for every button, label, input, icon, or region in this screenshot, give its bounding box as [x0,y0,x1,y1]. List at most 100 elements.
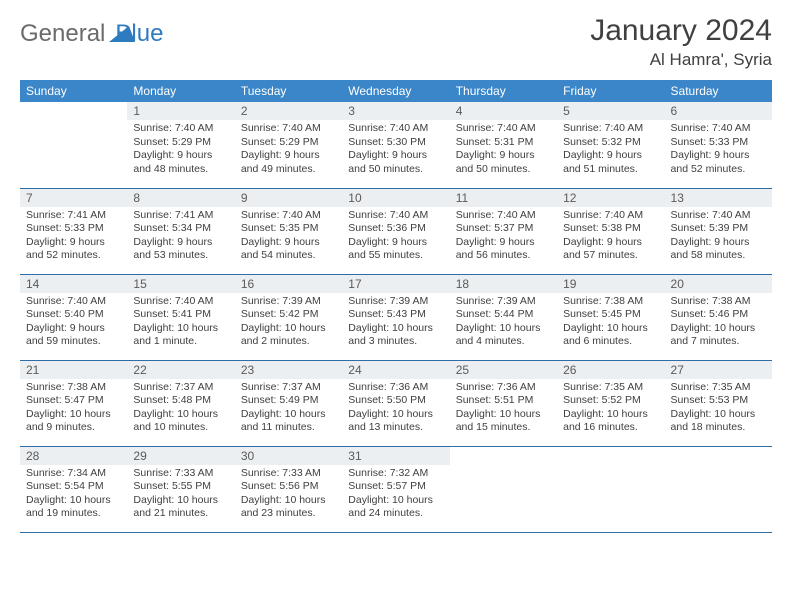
calendar-cell: 7Sunrise: 7:41 AMSunset: 5:33 PMDaylight… [20,188,127,274]
daylight-text: Daylight: 9 hours and 48 minutes. [133,149,228,176]
day-info: Sunrise: 7:38 AMSunset: 5:46 PMDaylight:… [665,293,772,354]
day-info: Sunrise: 7:39 AMSunset: 5:44 PMDaylight:… [450,293,557,354]
page-title: January 2024 [590,14,772,48]
day-info: Sunrise: 7:41 AMSunset: 5:34 PMDaylight:… [127,207,234,268]
day-number [450,447,557,451]
day-info: Sunrise: 7:41 AMSunset: 5:33 PMDaylight:… [20,207,127,268]
day-info: Sunrise: 7:36 AMSunset: 5:50 PMDaylight:… [342,379,449,440]
day-number: 26 [557,361,664,379]
day-number: 14 [20,275,127,293]
daylight-text: Daylight: 9 hours and 58 minutes. [671,236,766,263]
day-number: 4 [450,102,557,120]
sunset-text: Sunset: 5:32 PM [563,136,658,150]
calendar-cell: 15Sunrise: 7:40 AMSunset: 5:41 PMDayligh… [127,274,234,360]
calendar-cell: 2Sunrise: 7:40 AMSunset: 5:29 PMDaylight… [235,102,342,188]
daylight-text: Daylight: 9 hours and 52 minutes. [671,149,766,176]
day-info: Sunrise: 7:40 AMSunset: 5:32 PMDaylight:… [557,120,664,181]
sunset-text: Sunset: 5:39 PM [671,222,766,236]
daylight-text: Daylight: 10 hours and 18 minutes. [671,408,766,435]
sunset-text: Sunset: 5:45 PM [563,308,658,322]
sunrise-text: Sunrise: 7:38 AM [563,295,658,309]
calendar-cell [665,446,772,532]
calendar-cell: 20Sunrise: 7:38 AMSunset: 5:46 PMDayligh… [665,274,772,360]
day-number: 7 [20,189,127,207]
weekday-header: Wednesday [342,80,449,102]
weekday-header: Sunday [20,80,127,102]
daylight-text: Daylight: 9 hours and 51 minutes. [563,149,658,176]
calendar-cell: 23Sunrise: 7:37 AMSunset: 5:49 PMDayligh… [235,360,342,446]
calendar-cell [20,102,127,188]
day-info: Sunrise: 7:40 AMSunset: 5:39 PMDaylight:… [665,207,772,268]
sunset-text: Sunset: 5:36 PM [348,222,443,236]
sunrise-text: Sunrise: 7:36 AM [456,381,551,395]
sunrise-text: Sunrise: 7:39 AM [456,295,551,309]
calendar-cell: 11Sunrise: 7:40 AMSunset: 5:37 PMDayligh… [450,188,557,274]
day-info: Sunrise: 7:40 AMSunset: 5:31 PMDaylight:… [450,120,557,181]
day-number: 27 [665,361,772,379]
sunset-text: Sunset: 5:53 PM [671,394,766,408]
sunrise-text: Sunrise: 7:41 AM [26,209,121,223]
sunset-text: Sunset: 5:48 PM [133,394,228,408]
day-info: Sunrise: 7:40 AMSunset: 5:30 PMDaylight:… [342,120,449,181]
daylight-text: Daylight: 10 hours and 24 minutes. [348,494,443,521]
daylight-text: Daylight: 9 hours and 50 minutes. [456,149,551,176]
day-info: Sunrise: 7:40 AMSunset: 5:36 PMDaylight:… [342,207,449,268]
day-number: 31 [342,447,449,465]
day-number: 12 [557,189,664,207]
day-number: 30 [235,447,342,465]
day-number [665,447,772,451]
daylight-text: Daylight: 10 hours and 15 minutes. [456,408,551,435]
sunset-text: Sunset: 5:29 PM [241,136,336,150]
sunrise-text: Sunrise: 7:40 AM [26,295,121,309]
sunrise-text: Sunrise: 7:39 AM [348,295,443,309]
sunset-text: Sunset: 5:51 PM [456,394,551,408]
calendar-cell: 6Sunrise: 7:40 AMSunset: 5:33 PMDaylight… [665,102,772,188]
day-number: 17 [342,275,449,293]
day-number: 6 [665,102,772,120]
calendar-cell: 3Sunrise: 7:40 AMSunset: 5:30 PMDaylight… [342,102,449,188]
calendar-cell: 18Sunrise: 7:39 AMSunset: 5:44 PMDayligh… [450,274,557,360]
daylight-text: Daylight: 10 hours and 9 minutes. [26,408,121,435]
daylight-text: Daylight: 10 hours and 21 minutes. [133,494,228,521]
logo-text-blue: Blue [115,20,163,48]
sunrise-text: Sunrise: 7:35 AM [563,381,658,395]
calendar-cell: 30Sunrise: 7:33 AMSunset: 5:56 PMDayligh… [235,446,342,532]
sunset-text: Sunset: 5:54 PM [26,480,121,494]
day-info: Sunrise: 7:40 AMSunset: 5:40 PMDaylight:… [20,293,127,354]
daylight-text: Daylight: 10 hours and 16 minutes. [563,408,658,435]
sunrise-text: Sunrise: 7:37 AM [241,381,336,395]
header: General Blue January 2024 Al Hamra', Syr… [20,14,772,70]
calendar-row: 1Sunrise: 7:40 AMSunset: 5:29 PMDaylight… [20,102,772,188]
day-number: 20 [665,275,772,293]
daylight-text: Daylight: 10 hours and 10 minutes. [133,408,228,435]
sunrise-text: Sunrise: 7:40 AM [133,295,228,309]
location-label: Al Hamra', Syria [590,50,772,70]
sunrise-text: Sunrise: 7:40 AM [563,122,658,136]
calendar-table: Sunday Monday Tuesday Wednesday Thursday… [20,80,772,533]
sunset-text: Sunset: 5:30 PM [348,136,443,150]
day-info: Sunrise: 7:33 AMSunset: 5:55 PMDaylight:… [127,465,234,526]
daylight-text: Daylight: 10 hours and 11 minutes. [241,408,336,435]
calendar-cell: 10Sunrise: 7:40 AMSunset: 5:36 PMDayligh… [342,188,449,274]
calendar-cell: 5Sunrise: 7:40 AMSunset: 5:32 PMDaylight… [557,102,664,188]
sunrise-text: Sunrise: 7:40 AM [456,122,551,136]
sunset-text: Sunset: 5:31 PM [456,136,551,150]
sunset-text: Sunset: 5:33 PM [671,136,766,150]
day-number: 11 [450,189,557,207]
sunset-text: Sunset: 5:57 PM [348,480,443,494]
calendar-cell: 19Sunrise: 7:38 AMSunset: 5:45 PMDayligh… [557,274,664,360]
day-number: 10 [342,189,449,207]
logo-text-general: General [20,20,105,48]
day-number: 5 [557,102,664,120]
daylight-text: Daylight: 9 hours and 52 minutes. [26,236,121,263]
sunrise-text: Sunrise: 7:39 AM [241,295,336,309]
calendar-cell: 14Sunrise: 7:40 AMSunset: 5:40 PMDayligh… [20,274,127,360]
sunset-text: Sunset: 5:50 PM [348,394,443,408]
sunrise-text: Sunrise: 7:40 AM [241,209,336,223]
day-info: Sunrise: 7:37 AMSunset: 5:49 PMDaylight:… [235,379,342,440]
calendar-cell: 27Sunrise: 7:35 AMSunset: 5:53 PMDayligh… [665,360,772,446]
day-number: 23 [235,361,342,379]
day-number: 18 [450,275,557,293]
weekday-header: Monday [127,80,234,102]
sunset-text: Sunset: 5:40 PM [26,308,121,322]
